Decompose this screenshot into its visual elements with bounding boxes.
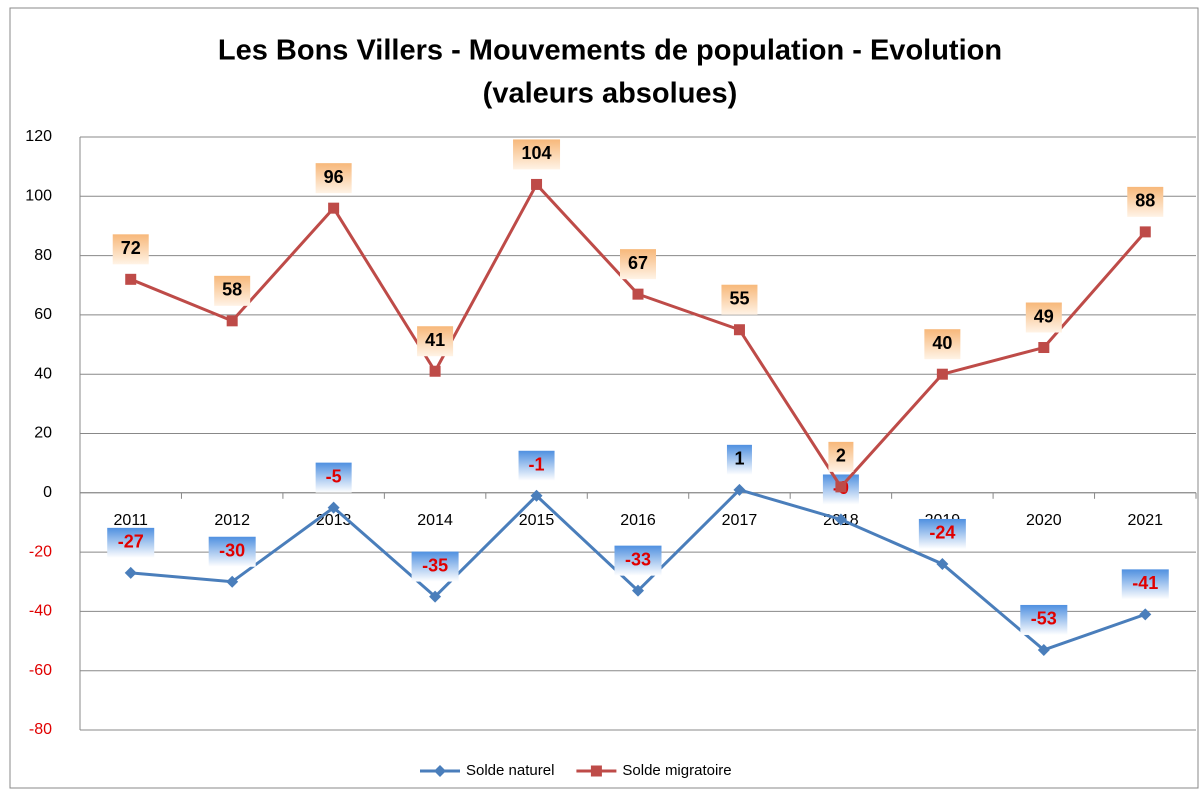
marker xyxy=(1139,608,1152,621)
data-label-box xyxy=(721,284,758,315)
data-label: 2 xyxy=(836,446,846,466)
data-label-box xyxy=(1121,569,1169,600)
data-label: 67 xyxy=(628,253,648,273)
marker xyxy=(632,584,644,597)
chart-title: (valeurs absolues) xyxy=(483,78,738,110)
marker xyxy=(632,288,644,300)
data-label: 96 xyxy=(324,167,344,187)
data-label-box xyxy=(208,536,256,567)
data-label-box xyxy=(411,551,459,582)
marker xyxy=(530,489,543,502)
data-label-box xyxy=(1020,604,1068,635)
marker xyxy=(936,368,948,380)
chart-border xyxy=(9,7,1199,789)
y-tick-label: -60 xyxy=(29,662,52,679)
data-label-box xyxy=(1025,302,1062,333)
marker xyxy=(328,202,340,214)
marker xyxy=(1038,342,1050,354)
y-tick-label: 80 xyxy=(34,247,52,264)
data-label: -33 xyxy=(625,549,651,569)
data-label: -5 xyxy=(326,466,342,486)
data-label: -24 xyxy=(929,523,955,543)
marker xyxy=(733,324,745,336)
data-label: -41 xyxy=(1132,573,1158,593)
data-label-box xyxy=(924,329,961,360)
data-label: 72 xyxy=(121,238,141,258)
marker xyxy=(125,273,137,285)
data-label: -1 xyxy=(529,455,545,475)
data-label: 104 xyxy=(522,143,552,163)
data-label-box xyxy=(107,527,155,558)
marker xyxy=(733,483,746,496)
data-label-box xyxy=(828,441,854,472)
marker xyxy=(834,513,847,526)
marker xyxy=(327,501,340,514)
marker xyxy=(1037,643,1050,656)
data-label: 41 xyxy=(425,330,445,350)
marker xyxy=(226,575,239,588)
data-label-box xyxy=(513,139,561,170)
data-label: 49 xyxy=(1034,306,1054,326)
data-label-box xyxy=(315,163,352,194)
data-label-box xyxy=(614,545,662,576)
marker xyxy=(429,365,441,377)
marker xyxy=(936,557,949,570)
legend-label: Solde migratoire xyxy=(622,762,731,779)
y-tick-label: 20 xyxy=(34,425,52,442)
marker xyxy=(835,481,847,493)
y-tick-label: 60 xyxy=(34,306,52,323)
data-label-box xyxy=(214,275,251,306)
chart-title: Les Bons Villers - Mouvements de populat… xyxy=(218,35,1002,67)
x-tick-label: 2021 xyxy=(1127,512,1163,529)
data-label-box xyxy=(112,234,149,265)
data-label: -30 xyxy=(219,541,245,561)
x-tick-label: 2017 xyxy=(722,512,758,529)
y-tick-label: 100 xyxy=(25,188,52,205)
data-label-box xyxy=(1127,186,1164,217)
marker xyxy=(226,315,238,327)
data-label: -35 xyxy=(422,555,448,575)
data-label: -53 xyxy=(1031,609,1057,629)
x-tick-label: 2012 xyxy=(214,512,250,529)
data-label: -27 xyxy=(118,532,144,552)
x-tick-label: 2020 xyxy=(1026,512,1062,529)
y-tick-label: -40 xyxy=(29,603,52,620)
y-tick-label: -80 xyxy=(29,721,52,738)
y-tick-label: 120 xyxy=(25,128,52,145)
data-label-box xyxy=(518,450,555,481)
data-label: 40 xyxy=(932,333,952,353)
data-label: 58 xyxy=(222,280,242,300)
y-tick-label: -20 xyxy=(29,543,52,560)
marker xyxy=(1139,226,1151,238)
x-tick-label: 2016 xyxy=(620,512,656,529)
data-label-box xyxy=(726,444,752,475)
data-label: 55 xyxy=(729,288,749,308)
data-label-box xyxy=(620,249,656,280)
data-label: 88 xyxy=(1135,191,1155,211)
marker xyxy=(429,590,442,603)
marker xyxy=(434,765,446,777)
marker xyxy=(531,178,543,190)
x-tick-label: 2014 xyxy=(417,512,453,529)
marker xyxy=(124,566,137,579)
x-tick-label: 2015 xyxy=(519,512,555,529)
x-tick-label: 2011 xyxy=(114,512,149,529)
y-tick-label: 40 xyxy=(34,365,52,382)
data-label-box xyxy=(315,462,352,493)
y-tick-label: 0 xyxy=(43,484,52,501)
data-label-box xyxy=(918,518,966,549)
marker xyxy=(590,765,602,777)
data-label-box xyxy=(417,326,454,357)
legend-label: Solde naturel xyxy=(466,762,554,779)
data-label: 1 xyxy=(734,449,744,469)
